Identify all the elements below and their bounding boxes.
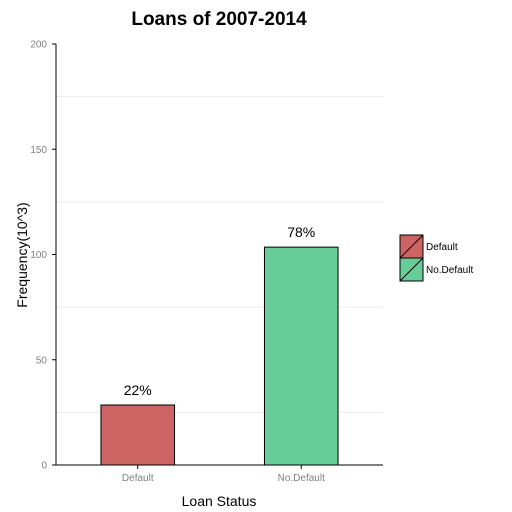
y-axis-label: Frequency(10^3) xyxy=(14,202,30,307)
chart-title: Loans of 2007-2014 xyxy=(131,9,307,30)
gridlines xyxy=(56,43,383,413)
bars xyxy=(100,246,339,466)
x-axis-ticks: Default No.Default xyxy=(122,465,325,484)
y-tick-label: 50 xyxy=(36,355,48,366)
legend-swatch-slash xyxy=(399,234,424,259)
bar-labels: 22% 78% xyxy=(124,224,316,398)
legend: Default No.Default xyxy=(399,234,473,282)
legend-label: No.Default xyxy=(426,265,473,276)
bar-data-label: 22% xyxy=(124,382,152,398)
y-axis-ticks: 0 50 100 150 200 xyxy=(30,40,56,472)
x-tick-label: Default xyxy=(122,473,154,484)
bar-no-default xyxy=(263,246,339,466)
legend-item: No.Default xyxy=(399,257,473,282)
bar-data-label: 78% xyxy=(287,224,315,240)
x-axis-label: Loan Status xyxy=(182,493,257,509)
legend-label: Default xyxy=(426,242,458,253)
x-tick-label: No.Default xyxy=(278,473,325,484)
legend-item: Default xyxy=(399,234,458,259)
y-tick-label: 0 xyxy=(41,461,47,472)
y-tick-label: 100 xyxy=(30,250,47,261)
bar-default xyxy=(100,404,176,466)
legend-swatch-slash xyxy=(399,257,424,282)
y-tick-label: 200 xyxy=(30,40,47,51)
y-tick-label: 150 xyxy=(30,145,47,156)
